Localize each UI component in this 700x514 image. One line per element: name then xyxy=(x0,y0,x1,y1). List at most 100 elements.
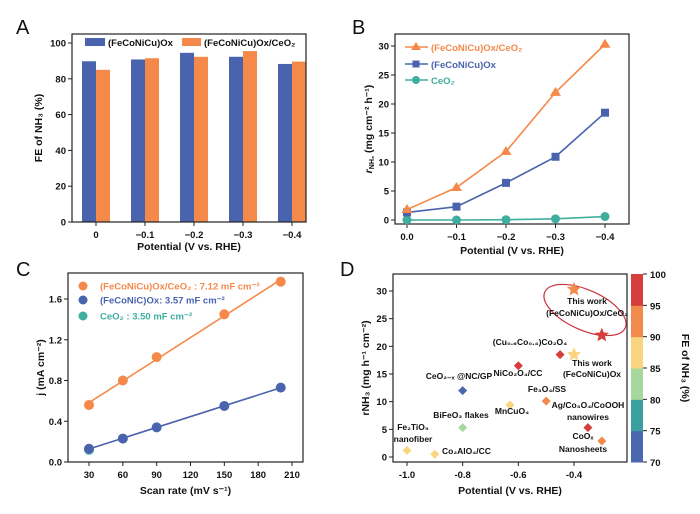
data-point-star xyxy=(594,327,609,342)
bar-feconicu-ox xyxy=(131,59,145,222)
point-label: MnCuO₄ xyxy=(495,406,529,416)
series-line xyxy=(406,112,606,214)
y-tick-label: 20 xyxy=(55,182,66,193)
colorbar-tick-label: 90 xyxy=(650,333,661,344)
panel-d: D 0 5 10 15 20 25 30 -1.0 -0.8 -0.6 -0.4 Fe₂TiO₅ nano… xyxy=(340,259,691,497)
point-label: Fe₃O₄/SS xyxy=(528,384,567,394)
colorbar-tick-label: 80 xyxy=(650,395,661,406)
data-point xyxy=(601,108,609,117)
y-tick-label: 0.4 xyxy=(49,417,63,428)
x-axis-label: Potential (V vs. RHE) xyxy=(460,245,564,257)
legend-marker xyxy=(78,281,88,291)
x-tick-label: −0.3 xyxy=(546,232,565,243)
y-tick-label: 80 xyxy=(55,74,66,85)
colorbar-band xyxy=(631,274,643,306)
x-tick-label: 180 xyxy=(250,470,266,481)
y-axis-label: j (mA cm⁻²) xyxy=(35,339,47,397)
data-point xyxy=(402,215,412,225)
legend-swatch xyxy=(182,38,201,46)
panel-label-c: C xyxy=(16,259,30,281)
point-label: This work xyxy=(567,296,607,306)
y-tick-label: 15 xyxy=(378,129,389,140)
colorbar-tick-label: 95 xyxy=(650,301,661,312)
data-point-diamond xyxy=(555,350,565,360)
legend-marker xyxy=(412,76,420,84)
x-axis-label: Potential (V vs. RHE) xyxy=(458,485,562,497)
legend-marker xyxy=(411,42,421,50)
y-tick-label: 25 xyxy=(378,71,389,82)
data-point xyxy=(452,215,461,225)
y-tick-label: 40 xyxy=(55,146,66,157)
point-label-secondary: (FeCoNiCu)Ox xyxy=(563,369,621,379)
data-point xyxy=(550,86,561,96)
colorbar-tick-label: 75 xyxy=(650,427,661,438)
data-point xyxy=(502,178,510,187)
point-label: CeO₂₋ₓ @NC/GP xyxy=(426,371,493,381)
x-tick-label: -0.6 xyxy=(510,470,526,481)
point-label: BiFeO₃ flakes xyxy=(433,410,489,420)
x-tick-label: 90 xyxy=(151,470,162,481)
y-tick-label: 20 xyxy=(376,342,387,353)
x-tick-label: −0.2 xyxy=(497,232,516,243)
data-point-diamond xyxy=(597,436,607,446)
data-point xyxy=(452,202,461,211)
data-point xyxy=(451,182,462,192)
y-axis-units: (mg cm⁻² h⁻¹) xyxy=(363,85,375,156)
y-tick-label: 20 xyxy=(378,100,389,111)
legend-label: (FeCoNiCu)Ox/CeO₂ xyxy=(204,38,295,49)
legend-marker xyxy=(412,60,420,68)
x-tick-label: −0.2 xyxy=(185,230,204,241)
x-tick-label: −0.3 xyxy=(234,230,253,241)
fit-line xyxy=(88,387,281,450)
y-tick-label: 1.6 xyxy=(49,295,62,306)
point-label-secondary: nanowires xyxy=(567,412,609,422)
data-point xyxy=(551,152,560,161)
colorbar-tick-label: 70 xyxy=(650,458,661,469)
data-point xyxy=(551,214,560,224)
legend-label: (FeCoNiCu)Ox xyxy=(108,38,174,49)
colorbar-tick-label: 100 xyxy=(650,270,666,281)
legend-label: (FeCoNiCu)Ox/CeO₂ : 7.12 mF cm⁻² xyxy=(100,282,260,293)
legend-swatch xyxy=(85,38,105,46)
y-axis-label: rNH₃ (mg h⁻¹ cm⁻²) xyxy=(360,320,372,415)
y-tick-label: 25 xyxy=(376,314,387,325)
y-tick-label: 1.2 xyxy=(49,335,62,346)
colorbar-band xyxy=(631,305,643,338)
panel-a: A 0 20 40 60 80 100 0 −0.1 −0.2 −0.3 −0.4 Potential … xyxy=(16,17,307,253)
y-tick-label: 30 xyxy=(376,287,387,298)
colorbar-band xyxy=(631,368,643,400)
y-tick-label: 60 xyxy=(55,110,66,121)
x-tick-label: 60 xyxy=(118,470,129,481)
y-tick-label: 10 xyxy=(378,158,389,169)
y-tick-label: 15 xyxy=(376,370,387,381)
point-label: NiCo₂O₄/CC xyxy=(494,368,543,378)
x-tick-label: 120 xyxy=(183,470,199,481)
legend-label: (FeCoNiCu)Ox xyxy=(431,60,497,71)
data-point-star xyxy=(566,347,582,361)
y-axis-subscript: NH₃ xyxy=(369,156,376,169)
data-point-star xyxy=(566,281,582,296)
bar-feconicu-ox xyxy=(278,63,292,223)
data-point xyxy=(219,309,230,320)
y-axis-symbol: r xyxy=(363,168,375,173)
legend-label: (FeCoNiC)Ox: 3.57 mF cm⁻² xyxy=(100,296,225,307)
data-point xyxy=(275,382,286,393)
bar-feconicu-ox-ceo2 xyxy=(292,61,306,223)
data-point-diamond xyxy=(505,400,515,410)
x-tick-label: −0.4 xyxy=(596,232,615,243)
panel-label-b: B xyxy=(352,17,365,39)
panel-label-a: A xyxy=(16,17,30,39)
data-point xyxy=(84,443,94,454)
data-point xyxy=(600,212,610,222)
legend-label: CeO₂ xyxy=(431,76,455,87)
x-tick-label: 210 xyxy=(284,470,300,481)
colorbar-band xyxy=(631,399,643,432)
y-tick-label: 0.0 xyxy=(49,458,62,469)
y-tick-label: 0.8 xyxy=(49,376,62,387)
point-label-secondary: (FeCoNiCu)Ox/CeO₂ xyxy=(546,308,628,318)
data-point xyxy=(117,375,128,386)
axes-frame xyxy=(392,273,628,463)
panel-b: B 0 5 10 15 20 25 30 0.0 −0.1 −0.2 −0.3 −0.4 Potentia… xyxy=(352,17,630,257)
y-tick-label: 5 xyxy=(382,425,388,436)
